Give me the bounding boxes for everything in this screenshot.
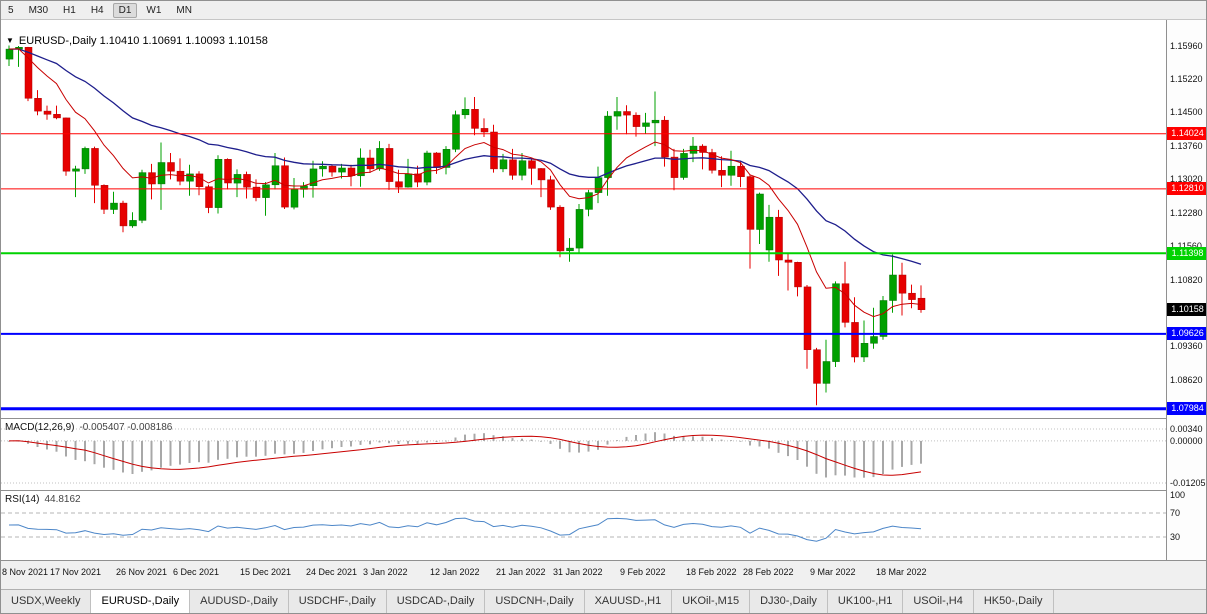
price-chart-panel[interactable]: ▼ EURUSD-,Daily 1.10410 1.10691 1.10093 1… xyxy=(1,20,1166,419)
macd-indicator-chart[interactable] xyxy=(1,419,1166,490)
timeframe-button-mn[interactable]: MN xyxy=(176,4,192,16)
timeframe-button-5[interactable]: 5 xyxy=(8,4,14,16)
time-axis-label: 9 Mar 2022 xyxy=(810,567,856,577)
price-axis-label: 1.11560 xyxy=(1170,241,1202,251)
rsi-indicator-chart[interactable] xyxy=(1,491,1166,560)
chart-symbol-label: EURUSD-,Daily xyxy=(18,35,97,47)
macd-axis-label: 0.00340 xyxy=(1170,424,1203,434)
price-axis-label: 1.12280 xyxy=(1170,208,1203,218)
macd-values: -0.005407 -0.008186 xyxy=(79,422,173,433)
price-axis-label: 1.09360 xyxy=(1170,341,1203,351)
ohlc-open: 1.10410 xyxy=(99,35,140,47)
rsi-indicator-panel[interactable]: RSI(14) 44.8162 xyxy=(1,491,1166,561)
time-axis-label: 17 Nov 2021 xyxy=(50,567,102,577)
chart-tab-usdchf-daily[interactable]: USDCHF-,Daily xyxy=(288,590,387,613)
price-axis[interactable]: 1.15960 1.15220 1.14500 1.13760 1.13020 1.122… xyxy=(1166,20,1206,561)
price-axis-label: 1.10820 xyxy=(1170,275,1203,285)
time-axis-label: 8 Nov 2021 xyxy=(2,567,49,577)
time-axis-label: 9 Feb 2022 xyxy=(620,567,666,577)
macd-axis-label: -0.01205 xyxy=(1170,478,1206,488)
price-axis-label: 1.15220 xyxy=(1170,74,1203,84)
chart-tab-uk100-h1[interactable]: UK100-,H1 xyxy=(827,590,904,613)
chart-tab-ukoil-m15[interactable]: UKOil-,M15 xyxy=(672,590,751,613)
chart-tab-dj30-daily[interactable]: DJ30-,Daily xyxy=(750,590,828,613)
level-price-badge: 1.12810 xyxy=(1167,182,1206,195)
timeframe-button-w1[interactable]: W1 xyxy=(146,4,162,16)
price-axis-label: 1.15960 xyxy=(1170,41,1203,51)
time-axis-label: 12 Jan 2022 xyxy=(430,567,480,577)
level-price-badge: 1.11398 xyxy=(1167,247,1206,260)
rsi-axis-label: 30 xyxy=(1170,532,1181,542)
chart-tab-usdcad-daily[interactable]: USDCAD-,Daily xyxy=(386,590,486,613)
timeframe-button-m30[interactable]: M30 xyxy=(28,4,49,16)
ohlc-close: 1.10158 xyxy=(228,35,268,47)
timeframe-button-h1[interactable]: H1 xyxy=(63,4,76,16)
time-axis[interactable]: 8 Nov 2021 17 Nov 2021 26 Nov 2021 6 Dec 20… xyxy=(1,561,1206,589)
ohlc-high: 1.10691 xyxy=(142,35,183,47)
level-price-badge: 1.14024 xyxy=(1167,127,1206,140)
level-price-badge: 1.07984 xyxy=(1167,402,1206,415)
chart-tabs: USDX,Weekly EURUSD-,Daily AUDUSD-,Daily USD… xyxy=(1,589,1206,613)
rsi-label: RSI(14) 44.8162 xyxy=(5,494,81,505)
current-price-badge: 1.10158 xyxy=(1167,303,1206,316)
timeframe-button-h4[interactable]: H4 xyxy=(90,4,104,16)
chart-tab-usdx-weekly[interactable]: USDX,Weekly xyxy=(1,590,92,613)
time-axis-label: 3 Jan 2022 xyxy=(363,567,408,577)
time-axis-label: 24 Dec 2021 xyxy=(306,567,358,577)
time-axis-label: 18 Feb 2022 xyxy=(686,567,737,577)
symbol-dropdown-icon[interactable]: ▼ xyxy=(6,36,14,45)
time-axis-label: 28 Feb 2022 xyxy=(743,567,794,577)
macd-axis-label: 0.00000 xyxy=(1170,436,1203,446)
price-axis-label: 1.13760 xyxy=(1170,141,1203,151)
time-axis-label: 15 Dec 2021 xyxy=(240,567,292,577)
timeframe-button-d1[interactable]: D1 xyxy=(112,2,138,18)
candlestick-chart[interactable] xyxy=(1,20,1166,418)
time-axis-label: 21 Jan 2022 xyxy=(496,567,546,577)
chart-header: ▼ EURUSD-,Daily 1.10410 1.10691 1.10093 1… xyxy=(6,35,268,47)
macd-indicator-panel[interactable]: MACD(12,26,9) -0.005407 -0.008186 xyxy=(1,419,1166,491)
time-axis-label: 31 Jan 2022 xyxy=(553,567,603,577)
chart-tab-eurusd-daily[interactable]: EURUSD-,Daily xyxy=(91,590,191,613)
chart-tab-hk50-daily[interactable]: HK50-,Daily xyxy=(973,590,1054,613)
chart-tab-usoil-h4[interactable]: USOil-,H4 xyxy=(903,590,974,613)
chart-tab-audusd-daily[interactable]: AUDUSD-,Daily xyxy=(190,590,289,613)
time-axis-label: 18 Mar 2022 xyxy=(876,567,927,577)
level-price-badge: 1.09626 xyxy=(1167,327,1206,340)
timeframe-toolbar: 5 M30 H1 H4 D1 W1 MN xyxy=(1,1,1206,20)
rsi-axis-label: 100 xyxy=(1170,490,1186,500)
price-axis-label: 1.14500 xyxy=(1170,107,1203,117)
rsi-axis-label: 70 xyxy=(1170,508,1181,518)
chart-tab-usdcnh-daily[interactable]: USDCNH-,Daily xyxy=(485,590,585,613)
macd-label: MACD(12,26,9) -0.005407 -0.008186 xyxy=(5,422,173,433)
price-axis-label: 1.08620 xyxy=(1170,375,1203,385)
rsi-value: 44.8162 xyxy=(44,494,81,505)
price-axis-label: 1.13020 xyxy=(1170,174,1203,184)
time-axis-label: 6 Dec 2021 xyxy=(173,567,220,577)
chart-tab-xauusd-h1[interactable]: XAUUSD-,H1 xyxy=(584,590,673,613)
time-axis-label: 26 Nov 2021 xyxy=(116,567,168,577)
ohlc-low: 1.10093 xyxy=(185,35,226,47)
